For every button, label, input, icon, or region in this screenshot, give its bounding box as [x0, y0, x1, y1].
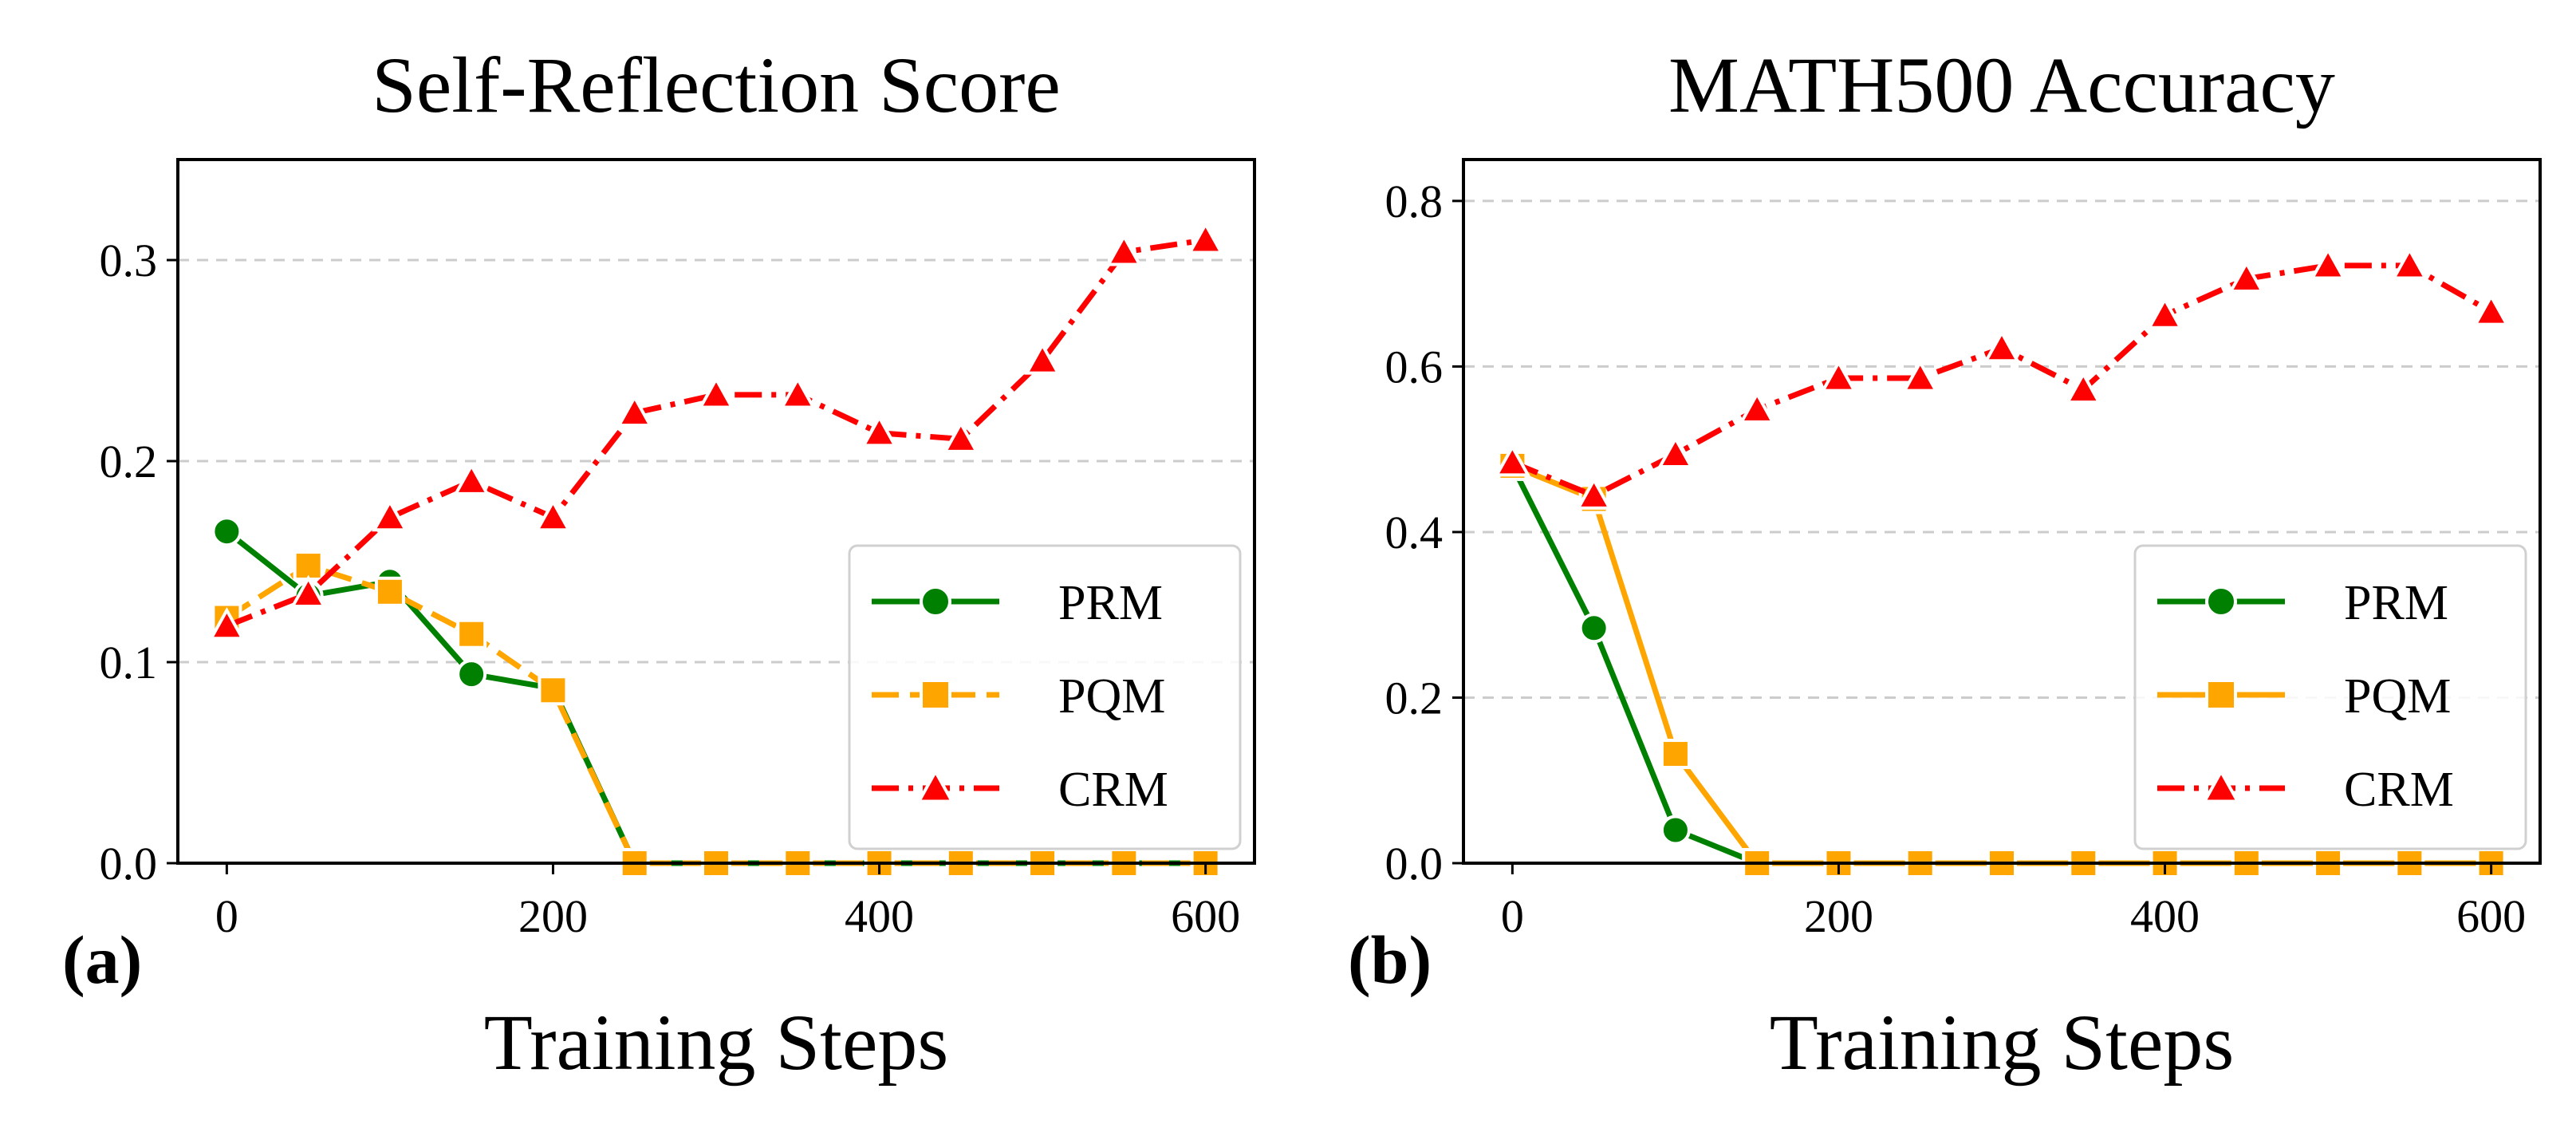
panel-a: Self-Reflection Score 0.0 0.1 0.2 0.3 0 200 40… — [62, 41, 1256, 1087]
panel-a-pqm-point — [293, 550, 324, 582]
panel-b-x-tick-label: 600 — [2456, 890, 2526, 942]
panel-a-x-axis-label: Training Steps — [484, 998, 949, 1087]
panel-b-pqm-point — [1660, 739, 1691, 770]
panel-b-crm-point — [2391, 247, 2428, 280]
panel-b-legend: PRM PQM CRM — [2133, 544, 2527, 850]
panel-a-prm-point — [456, 659, 487, 690]
panel-b-crm-point — [2310, 247, 2347, 280]
panel-b-x-tick-label: 200 — [1804, 890, 1873, 942]
panel-a-legend-prm-marker — [920, 586, 951, 617]
panel-a-grid — [178, 258, 1255, 664]
panel-b-title: MATH500 Accuracy — [1668, 41, 2335, 129]
panel-a-title: Self-Reflection Score — [372, 41, 1061, 129]
panel-a-legend-crm-marker — [916, 768, 955, 803]
panel-a-crm-point — [1105, 233, 1143, 266]
panel-a-axes: 0.0 0.1 0.2 0.3 0 200 400 600 — [100, 235, 1241, 942]
panel-a-legend: PRM PQM CRM — [848, 544, 1242, 850]
panel-a-x-tick-label: 400 — [845, 890, 914, 942]
panel-b-y-tick-label: 0.2 — [1385, 672, 1444, 724]
panel-a-x-tick-label: 0 — [215, 890, 238, 942]
panel-b-y-tick-label: 0.8 — [1385, 176, 1444, 227]
panel-b-crm-point — [1820, 359, 1857, 392]
panel-a-prm-point — [211, 516, 242, 547]
panel-a-crm-point — [1187, 221, 1224, 254]
panel-a-crm-point — [208, 606, 246, 641]
panel-b-crm-point — [2146, 296, 2184, 329]
panel-b-crm-point — [1983, 329, 2020, 363]
panel-a-pqm-point — [456, 618, 487, 649]
panel-b-legend-prm-marker — [2205, 586, 2237, 617]
panel-b-legend-crm-label: CRM — [2344, 763, 2454, 817]
panel-a-legend-prm-label: PRM — [1058, 576, 1163, 630]
panel-a-crm-point — [290, 574, 327, 608]
panel-b-crm-point — [1739, 390, 1776, 424]
panel-b-crm-point — [1656, 435, 1694, 469]
panel-a-x-tick-label: 600 — [1171, 890, 1240, 942]
panel-b-legend-prm-label: PRM — [2344, 576, 2448, 630]
panel-b-crm-point — [2065, 370, 2102, 404]
panel-a-pqm-point — [374, 576, 405, 607]
panel-a-plot-frame — [176, 158, 1256, 865]
panel-b-legend-box — [2133, 544, 2527, 850]
panel-a-legend-pqm-label: PQM — [1058, 669, 1165, 724]
panel-b-crm-line — [1511, 262, 2493, 499]
panel-b-axes: 0.0 0.2 0.4 0.6 0.8 0 200 400 600 — [1385, 176, 2527, 942]
panel-a-crm-point — [1024, 341, 1062, 375]
panel-b-crm-point — [2227, 259, 2265, 294]
panel-a-crm-point — [371, 498, 408, 532]
panel-a-legend-pqm-marker — [920, 679, 951, 711]
panel-b-y-tick-label: 0.4 — [1385, 507, 1444, 558]
panel-b-crm-point — [1901, 359, 1939, 392]
panel-b-legend-pqm-label: PQM — [2344, 669, 2451, 724]
panel-b-prm-point — [1578, 613, 1609, 644]
panel-a-crm-point — [453, 462, 490, 495]
panel-b-x-tick-label: 400 — [2130, 890, 2200, 942]
panel-b-legend-pqm-marker — [2205, 679, 2237, 711]
panel-b: MATH500 Accuracy 0.0 0.2 0.4 0.6 0.8 0 200 400 6… — [1348, 41, 2542, 1087]
panel-a-crm-point — [942, 420, 979, 453]
panel-a-crm-point — [779, 376, 817, 409]
panel-a-y-tick-label: 0.3 — [100, 235, 158, 286]
panel-a-pqm-point — [538, 675, 569, 706]
panel-a-y-tick-label: 0.0 — [100, 838, 158, 889]
panel-a-y-tick-label: 0.2 — [100, 436, 158, 487]
panel-a-legend-box — [848, 544, 1242, 850]
panel-a-crm-point — [698, 376, 735, 409]
panel-b-prm-point — [1660, 815, 1691, 846]
panel-a-crm-point — [616, 393, 653, 428]
panel-b-label: (b) — [1348, 921, 1432, 998]
panel-b-x-tick-label: 0 — [1501, 890, 1524, 942]
panel-b-y-tick-label: 0.6 — [1385, 341, 1444, 392]
panel-a-crm-point — [861, 414, 898, 448]
panel-b-x-axis-label: Training Steps — [1770, 998, 2235, 1087]
panel-b-crm-point — [1494, 444, 1531, 477]
panel-a-label: (a) — [62, 921, 142, 998]
panel-a-legend-crm-label: CRM — [1058, 763, 1168, 817]
panel-a-x-tick-label: 200 — [518, 890, 588, 942]
panel-b-grid — [1463, 199, 2540, 699]
panel-a-crm-point — [534, 498, 572, 532]
panel-b-crm-point — [1575, 476, 1613, 510]
panel-b-crm-point — [2472, 293, 2510, 326]
panel-a-y-tick-label: 0.1 — [100, 637, 158, 688]
panel-b-y-tick-label: 0.0 — [1385, 838, 1444, 889]
panel-b-legend-crm-marker — [2201, 768, 2241, 803]
panel-b-plot-frame — [1462, 158, 2542, 865]
